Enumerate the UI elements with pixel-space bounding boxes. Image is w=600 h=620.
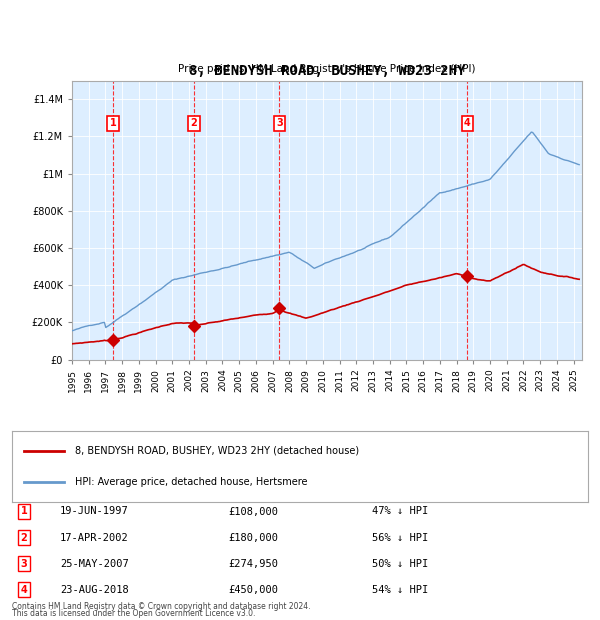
Text: 50% ↓ HPI: 50% ↓ HPI [372, 559, 428, 569]
Text: Contains HM Land Registry data © Crown copyright and database right 2024.: Contains HM Land Registry data © Crown c… [12, 601, 311, 611]
Text: This data is licensed under the Open Government Licence v3.0.: This data is licensed under the Open Gov… [12, 609, 256, 618]
Title: 8, BENDYSH ROAD, BUSHEY, WD23 2HY: 8, BENDYSH ROAD, BUSHEY, WD23 2HY [189, 64, 465, 78]
Text: 3: 3 [276, 118, 283, 128]
Text: £108,000: £108,000 [228, 507, 278, 516]
Text: 1: 1 [110, 118, 116, 128]
Text: 2: 2 [20, 533, 28, 542]
Text: £450,000: £450,000 [228, 585, 278, 595]
Text: 56% ↓ HPI: 56% ↓ HPI [372, 533, 428, 542]
Text: £274,950: £274,950 [228, 559, 278, 569]
Text: 3: 3 [20, 559, 28, 569]
Text: Price paid vs. HM Land Registry's House Price Index (HPI): Price paid vs. HM Land Registry's House … [178, 64, 476, 74]
Text: 19-JUN-1997: 19-JUN-1997 [60, 507, 129, 516]
Text: 54% ↓ HPI: 54% ↓ HPI [372, 585, 428, 595]
Text: 2: 2 [191, 118, 197, 128]
Text: 23-AUG-2018: 23-AUG-2018 [60, 585, 129, 595]
Text: HPI: Average price, detached house, Hertsmere: HPI: Average price, detached house, Hert… [76, 477, 308, 487]
Text: 8, BENDYSH ROAD, BUSHEY, WD23 2HY (detached house): 8, BENDYSH ROAD, BUSHEY, WD23 2HY (detac… [76, 446, 359, 456]
Text: 1: 1 [20, 507, 28, 516]
Text: 4: 4 [20, 585, 28, 595]
Text: 47% ↓ HPI: 47% ↓ HPI [372, 507, 428, 516]
Text: 25-MAY-2007: 25-MAY-2007 [60, 559, 129, 569]
Text: 4: 4 [464, 118, 471, 128]
Text: 17-APR-2002: 17-APR-2002 [60, 533, 129, 542]
Text: £180,000: £180,000 [228, 533, 278, 542]
